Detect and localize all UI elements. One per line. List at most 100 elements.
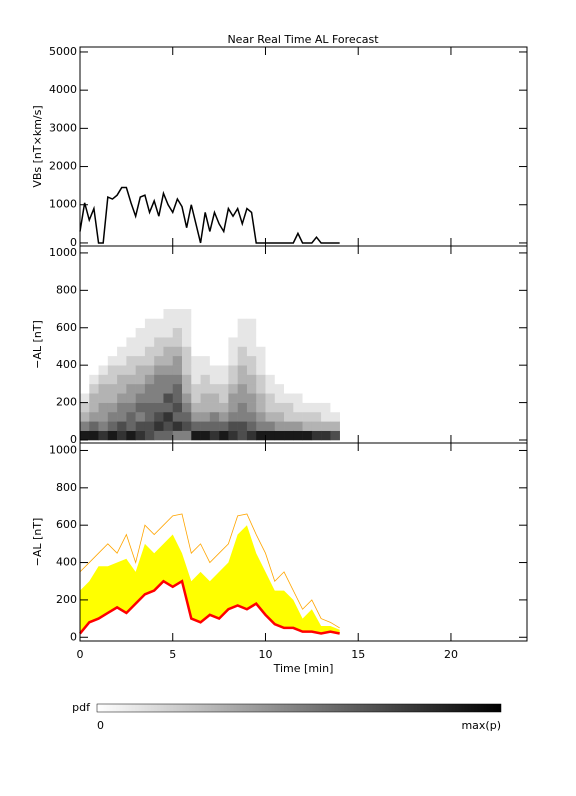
heat-cell: [284, 374, 294, 385]
heat-cell: [200, 337, 211, 347]
heat-cell: [274, 383, 285, 394]
heat-cell: [200, 430, 211, 441]
heat-cell: [311, 337, 322, 347]
heat-cell: [107, 374, 118, 385]
x-tick-label: 5: [169, 648, 176, 661]
heat-cell: [107, 318, 118, 329]
heat-cell: [228, 346, 238, 357]
heat-cell: [107, 411, 118, 422]
heat-cell: [237, 318, 248, 329]
heat-cell: [228, 393, 238, 403]
heat-cell: [284, 393, 294, 403]
heat-cell: [209, 365, 220, 375]
heat-cell: [256, 318, 266, 329]
heat-cell: [246, 337, 257, 347]
heat-cell: [117, 402, 127, 413]
heat-cell: [284, 430, 294, 441]
heat-cell: [191, 393, 201, 403]
heat-cell: [154, 393, 164, 403]
heat-cell: [284, 383, 294, 394]
heat-cell: [256, 309, 266, 319]
heat-cell: [89, 337, 99, 347]
heat-cell: [284, 355, 294, 366]
y-tick-label: 600: [56, 518, 77, 531]
heat-cell: [191, 346, 201, 357]
heat-cell: [256, 402, 266, 413]
heat-cell: [163, 411, 174, 422]
heat-cell: [98, 421, 109, 431]
heat-cell: [154, 346, 164, 357]
heat-cell: [89, 309, 99, 319]
heat-cell: [293, 337, 303, 347]
y-tick-label: 200: [56, 396, 77, 409]
heat-cell: [98, 327, 109, 338]
heat-cell: [311, 393, 322, 403]
heat-cell: [144, 421, 155, 431]
heat-cell: [135, 411, 146, 422]
heat-cell: [209, 383, 220, 394]
heat-cell: [172, 421, 183, 431]
y-axis-label: −AL [nT]: [31, 518, 44, 567]
heat-cell: [89, 430, 99, 441]
heat-cell: [182, 411, 192, 422]
heat-cell: [228, 309, 238, 319]
heat-cell: [200, 309, 211, 319]
x-tick-label: 15: [351, 648, 365, 661]
heat-cell: [256, 346, 266, 357]
heat-cell: [154, 421, 164, 431]
y-tick-label: 600: [56, 321, 77, 334]
heat-cell: [191, 402, 201, 413]
heat-cell: [200, 327, 211, 338]
heat-cell: [182, 337, 192, 347]
heat-cell: [330, 421, 340, 431]
heat-cell: [237, 374, 248, 385]
heat-cell: [274, 421, 285, 431]
y-tick-label: 200: [56, 593, 77, 606]
heat-cell: [80, 337, 90, 347]
heat-cell: [144, 402, 155, 413]
heat-cell: [182, 327, 192, 338]
heat-cell: [117, 411, 127, 422]
heat-cell: [256, 365, 266, 375]
heat-cell: [126, 421, 136, 431]
heat-cell: [98, 318, 109, 329]
heat-cell: [144, 327, 155, 338]
heat-cell: [182, 374, 192, 385]
heat-cell: [126, 402, 136, 413]
heat-cell: [200, 346, 211, 357]
heat-cell: [219, 411, 229, 422]
heat-cell: [228, 402, 238, 413]
heat-cell: [89, 346, 99, 357]
heat-cell: [191, 327, 201, 338]
heat-cell: [284, 337, 294, 347]
heat-cell: [228, 355, 238, 366]
heat-cell: [209, 327, 220, 338]
heat-cell: [256, 355, 266, 366]
heat-cell: [154, 365, 164, 375]
heat-cell: [274, 337, 285, 347]
heat-cell: [265, 411, 276, 422]
heat-cell: [274, 411, 285, 422]
y-tick-label: 4000: [49, 83, 77, 96]
chart-title: Near Real Time AL Forecast: [227, 33, 379, 46]
heat-cell: [172, 327, 183, 338]
heat-cell: [126, 346, 136, 357]
heat-cell: [219, 374, 229, 385]
heat-cell: [126, 355, 136, 366]
heat-cell: [163, 402, 174, 413]
heat-cell: [209, 374, 220, 385]
heat-cell: [80, 374, 90, 385]
heat-cell: [163, 318, 174, 329]
heat-cell: [237, 365, 248, 375]
heat-cell: [219, 365, 229, 375]
heat-cell: [182, 393, 192, 403]
heat-cell: [219, 337, 229, 347]
heat-cell: [154, 374, 164, 385]
heat-cell: [200, 383, 211, 394]
heat-cell: [107, 393, 118, 403]
heat-cell: [237, 309, 248, 319]
heat-cell: [135, 346, 146, 357]
heat-cell: [107, 327, 118, 338]
heat-cell: [126, 309, 136, 319]
heat-cell: [302, 337, 313, 347]
